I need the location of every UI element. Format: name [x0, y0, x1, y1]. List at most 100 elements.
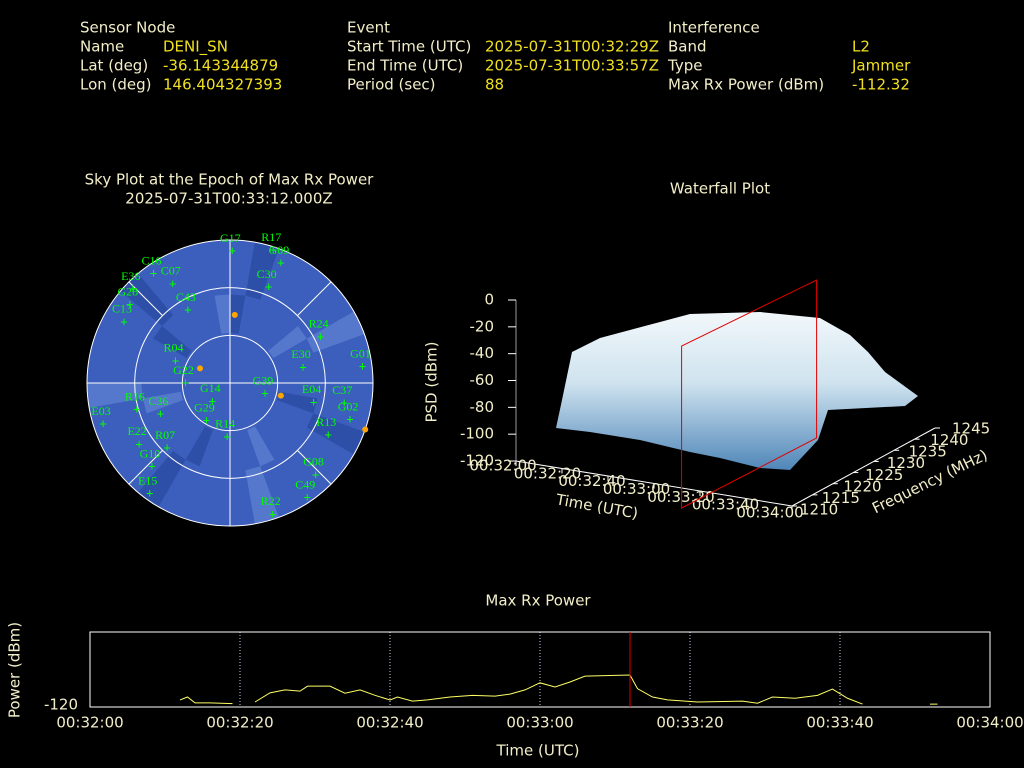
field-label: Lat (deg)	[80, 57, 148, 75]
sky-patch	[245, 242, 279, 300]
sky-patch	[185, 426, 213, 467]
satellite-marker: +	[277, 256, 284, 270]
y-tick-label: 1210	[800, 501, 838, 519]
field-value: -36.143344879	[163, 57, 278, 75]
field-value: 2025-07-31T00:33:57Z	[485, 57, 659, 75]
y-tick-label: 1215	[822, 489, 860, 507]
field-value: 88	[485, 76, 504, 94]
satellite-marker: +	[182, 376, 189, 390]
satellite-marker: +	[129, 282, 136, 296]
y-tick-label: 1220	[843, 477, 881, 495]
satellite-label: R14	[215, 417, 235, 431]
satellite-marker: +	[325, 428, 332, 442]
satellite-marker: +	[346, 412, 353, 426]
field-label: Start Time (UTC)	[347, 38, 471, 56]
field-label: End Time (UTC)	[347, 57, 463, 75]
satellite-marker: +	[146, 486, 153, 500]
satellite-marker: +	[310, 395, 317, 409]
z-tick-label: -120	[460, 452, 494, 470]
satellite-marker: +	[359, 359, 366, 373]
satellite-label: C43	[176, 290, 196, 304]
x-tick-label: 00:32:00	[56, 714, 123, 732]
power-line	[179, 674, 938, 705]
waterfall-surface	[556, 312, 918, 470]
sky-patch	[153, 326, 192, 358]
satellite-label: G08	[303, 455, 324, 469]
satellite-marker: +	[261, 386, 268, 400]
x-tick-label: 00:32:20	[514, 464, 581, 482]
y-tick-label: 1240	[930, 431, 968, 449]
satellite-label: R24	[309, 317, 329, 331]
sky-patch	[142, 391, 183, 414]
x-tick-label: 00:34:00	[736, 504, 803, 522]
satellite-label: G39	[253, 373, 274, 387]
satellite-label: E22	[127, 424, 146, 438]
satellite-marker: +	[99, 417, 106, 431]
sky-patch	[247, 426, 275, 467]
field-label: Name	[80, 38, 124, 56]
satellite-marker: +	[163, 441, 170, 455]
field-value: Jammer	[851, 57, 911, 75]
sky-patch	[138, 450, 186, 507]
satellite-label: C36	[148, 394, 168, 408]
sky-patch	[306, 311, 365, 353]
satellite-label: E36	[121, 269, 140, 283]
y-tick-label: 1235	[909, 443, 947, 461]
x-tick-label: 00:33:20	[656, 714, 723, 732]
x-tick-label: 00:33:00	[603, 480, 670, 498]
satellite-marker: +	[270, 243, 277, 257]
satellite-label: R04	[163, 341, 183, 355]
axis-diagonal	[128, 450, 163, 485]
satellite-marker: +	[299, 360, 306, 374]
axis-diagonal	[297, 450, 332, 485]
section-heading: Sensor Node	[80, 19, 175, 37]
field-value: -112.32	[852, 76, 910, 94]
satellite-label: G10	[140, 446, 161, 460]
satellite-label: R16	[125, 389, 145, 403]
satellite-label: C16	[141, 253, 161, 267]
field-value: DENI_SN	[163, 38, 228, 57]
x-tick-label: 00:33:00	[506, 714, 573, 732]
chart-subtitle: 2025-07-31T00:33:12.000Z	[125, 190, 332, 208]
sky-patch	[268, 326, 307, 358]
satellite-marker: +	[172, 353, 179, 367]
satellite-marker: +	[126, 297, 133, 311]
satellite-marker: +	[312, 467, 319, 481]
satellite-label: C30	[257, 267, 277, 281]
satellite-label: R13	[316, 415, 336, 429]
field-label: Type	[667, 57, 702, 75]
satellite-marker: +	[203, 413, 210, 427]
y-tick-label: 1245	[952, 420, 990, 438]
satellite-marker: +	[341, 396, 348, 410]
section-heading: Event	[347, 19, 390, 37]
chart-title: Sky Plot at the Epoch of Max Rx Power	[85, 171, 375, 189]
satellite-label: C13	[112, 302, 132, 316]
satellite-label: E15	[138, 473, 157, 487]
satellite-label: G02	[338, 399, 359, 413]
field-value: L2	[852, 38, 870, 56]
satellite-label: E30	[291, 347, 310, 361]
x-tick-label: 00:32:40	[558, 472, 625, 490]
satellite-label: R17	[261, 230, 281, 244]
satellite-marker: +	[265, 280, 272, 294]
satellite-label: G22	[173, 363, 194, 377]
interference-point	[197, 365, 204, 372]
cursor-plane	[681, 279, 818, 509]
sky-patch	[87, 383, 143, 408]
satellite-marker: +	[135, 437, 142, 451]
satellite-marker: +	[209, 394, 216, 408]
satellite-marker: +	[229, 244, 236, 258]
satellite-label: G14	[200, 381, 221, 395]
y-tick-label: 1230	[887, 454, 925, 472]
satellite-marker: +	[133, 402, 140, 416]
y-tick-label: 1225	[865, 466, 903, 484]
field-label: Max Rx Power (dBm)	[668, 76, 824, 94]
satellite-label: E04	[302, 382, 321, 396]
satellite-label: C07	[161, 264, 181, 278]
field-label: Lon (deg)	[80, 76, 152, 94]
x-axis-label: Time (UTC)	[496, 742, 580, 760]
z-tick-label: -60	[470, 371, 495, 389]
chart-title: Max Rx Power	[485, 592, 591, 610]
